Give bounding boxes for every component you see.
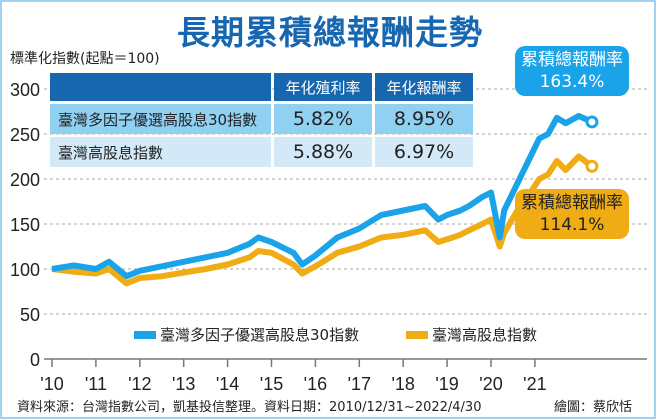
y-tick-label: 50 (20, 305, 40, 325)
x-tick-label: '11 (85, 374, 107, 394)
callout-orange: 累積總報酬率 114.1% (515, 189, 629, 239)
table-header: 年化報酬率 (375, 73, 473, 101)
table-header: 年化殖利率 (274, 73, 372, 101)
return-cell: 8.95% (375, 104, 473, 134)
y-tick-label: 100 (10, 260, 40, 280)
legend-item-orange: 臺灣高股息指數 (406, 324, 537, 345)
table-row: 臺灣高股息指數 5.88% 6.97% (50, 137, 473, 167)
legend-swatch (134, 330, 156, 339)
row-name: 臺灣多因子優選高股息30指數 (50, 104, 271, 134)
stats-table: 年化殖利率 年化報酬率 臺灣多因子優選高股息30指數 5.82% 8.95% 臺… (47, 70, 476, 170)
series-line (51, 153, 594, 287)
legend-item-blue: 臺灣多因子優選高股息30指數 (134, 324, 359, 345)
x-tick-label: '12 (128, 374, 151, 394)
y-tick-label: 250 (10, 125, 40, 145)
return-cell: 6.97% (375, 137, 473, 167)
x-tick-label: '20 (479, 374, 502, 394)
x-tick-label: '16 (304, 374, 327, 394)
x-tick-label: '14 (216, 374, 239, 394)
series-end-point (585, 115, 599, 129)
legend-swatch (406, 330, 428, 339)
table-row: 臺灣多因子優選高股息30指數 5.82% 8.95% (50, 104, 473, 134)
series-line (51, 113, 594, 280)
row-name: 臺灣高股息指數 (50, 137, 271, 167)
x-tick-label: '17 (348, 374, 371, 394)
yield-cell: 5.88% (274, 137, 372, 167)
source-note: 資料來源：台灣指數公司，凱基投信整理。資料日期：2010/12/31~2022/… (17, 400, 482, 415)
y-tick-label: 200 (10, 170, 40, 190)
callout-value: 163.4% (539, 72, 605, 92)
y-tick-label: 0 (30, 350, 40, 370)
credit-note: 繪圖：蔡欣恬 (554, 400, 633, 415)
x-tick-label: '19 (435, 374, 458, 394)
x-tick-label: '21 (523, 374, 546, 394)
x-tick-label: '10 (40, 374, 63, 394)
x-tick-label: '18 (391, 374, 414, 394)
chart-title: 長期累積總報酬走勢 (177, 13, 483, 52)
callout-label: 累積總報酬率 (521, 50, 623, 70)
yield-cell: 5.82% (274, 104, 372, 134)
x-tick-label: '15 (260, 374, 283, 394)
y-axis-label: 標準化指數(起點＝100) (10, 51, 160, 67)
callout-blue: 累積總報酬率 163.4% (515, 46, 629, 96)
x-tick-label: '13 (172, 374, 195, 394)
y-tick-label: 300 (10, 80, 40, 100)
legend-label: 臺灣多因子優選高股息30指數 (160, 326, 360, 344)
y-tick-label: 150 (10, 215, 40, 235)
legend-label: 臺灣高股息指數 (432, 326, 538, 344)
series-end-point (585, 159, 599, 173)
callout-value: 114.1% (539, 215, 605, 235)
table-header-blank (50, 73, 271, 101)
callout-label: 累積總報酬率 (521, 193, 623, 213)
